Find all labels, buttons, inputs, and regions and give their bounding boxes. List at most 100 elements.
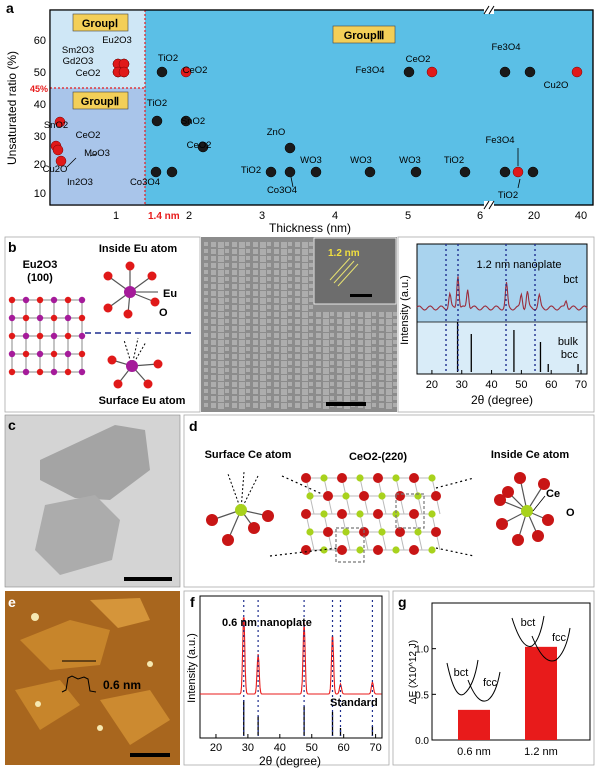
compound-label: TiO2 (444, 155, 464, 166)
nanoplate (246, 249, 250, 253)
nanoplate (309, 277, 313, 281)
nanoplate (260, 375, 266, 381)
data-point (151, 115, 163, 127)
nanoplate (372, 368, 376, 372)
nanoplate (358, 340, 363, 345)
ytick-20: 20 (34, 159, 46, 171)
pointer-arrows (66, 148, 521, 189)
afm-flake-4 (100, 690, 170, 745)
xtick-label: 70 (575, 379, 587, 391)
nanoplate (344, 319, 350, 325)
nanoplate (393, 375, 397, 379)
nanoplate (281, 368, 287, 374)
nanoplate (330, 361, 334, 365)
nanoplate (288, 291, 292, 295)
nanoplate (225, 361, 229, 365)
xrd-f-ylabel: Intensity (a.u.) (186, 633, 198, 703)
data-point (310, 166, 322, 178)
nanoplate (302, 284, 308, 290)
nanoplate (302, 319, 308, 325)
nanoplate (253, 249, 258, 254)
nanoplate (267, 326, 271, 330)
nanoplate (330, 347, 334, 351)
inside-ce-label: Inside Ce atom (491, 449, 569, 461)
nanoplate (267, 347, 271, 351)
xrd-b-xlabel: 2θ (degree) (471, 393, 533, 407)
nanoplate (281, 305, 287, 311)
atom (8, 368, 16, 376)
nanoplate (344, 361, 350, 367)
xtick-label: 40 (274, 742, 286, 754)
oxygen-atom (337, 509, 347, 519)
nanoplate (295, 333, 300, 338)
nanoplate (267, 375, 271, 379)
nanoplate (232, 305, 237, 310)
nanoplate (379, 389, 384, 394)
atom (22, 332, 30, 340)
nanoplate (330, 389, 334, 393)
nanoplate (323, 333, 329, 339)
nanoplate (232, 403, 237, 408)
atom (64, 350, 72, 358)
cerium-atom (356, 510, 364, 518)
nanoplate (386, 389, 392, 395)
oxygen-atom (373, 545, 383, 555)
nanoplate (218, 249, 224, 255)
nanoplate (344, 326, 350, 332)
nanoplate (232, 291, 237, 296)
nanoplate (232, 298, 237, 303)
oxygen-atom (323, 491, 333, 501)
axis-break (483, 5, 495, 210)
nanoplate (337, 375, 342, 380)
data-point-red (180, 66, 192, 78)
atom (8, 296, 16, 304)
nanoplate (260, 361, 266, 367)
compound-label: MoO3 (84, 148, 110, 159)
nanoplate (267, 284, 271, 288)
xrd-b-bottom-label2: bcc (561, 349, 579, 361)
compound-label: Co3O4 (267, 185, 297, 196)
nanoplate (239, 312, 245, 318)
nanoplate (204, 354, 208, 358)
nanoplate (232, 312, 237, 317)
nanoplate (302, 326, 308, 332)
nanoplate (302, 333, 308, 339)
nanoplate (239, 242, 245, 248)
inside-eu-cluster (103, 261, 160, 319)
data-point-red (52, 144, 64, 156)
marker-1p4nm: 1.4 nm (148, 211, 180, 222)
nanoplate (351, 396, 355, 400)
nanoplate (281, 389, 287, 395)
nanoplate (288, 354, 292, 358)
nanoplate (253, 396, 258, 401)
eu2o3-formula: Eu2O3 (23, 259, 58, 271)
xtick-20: 20 (528, 210, 540, 222)
nanoplate (344, 396, 350, 402)
nanoplate (218, 326, 224, 332)
panel-g: g ΔE (X10^12 J) 0.0 0.5 1.0 0.6 nm 1.2 nm b… (392, 590, 595, 766)
xrd-b-xticks: 20 30 40 50 60 70 (426, 370, 587, 391)
compound-label: TiO2 (158, 53, 178, 64)
group2-label: GroupⅡ (81, 96, 119, 108)
nanoplate (225, 312, 229, 316)
nanoplate (239, 382, 245, 388)
data-points (50, 58, 583, 178)
nanoplate (288, 403, 292, 407)
nanoplate (379, 382, 384, 387)
nanoplate (260, 291, 266, 297)
nanoplate (316, 333, 321, 338)
nanoplate (232, 270, 237, 275)
nanoplate (218, 347, 224, 353)
nanoplate (379, 347, 384, 352)
atom (22, 296, 30, 304)
compound-label: TiO2 (147, 98, 167, 109)
nanoplate (281, 312, 287, 318)
nanoplate (295, 319, 300, 324)
nanoplate (309, 319, 313, 323)
nanoplate (302, 354, 308, 360)
nanoplate (253, 403, 258, 408)
data-point (284, 166, 296, 178)
nanoplate (239, 319, 245, 325)
nanoplate (365, 396, 371, 402)
nanoplate (365, 403, 371, 409)
